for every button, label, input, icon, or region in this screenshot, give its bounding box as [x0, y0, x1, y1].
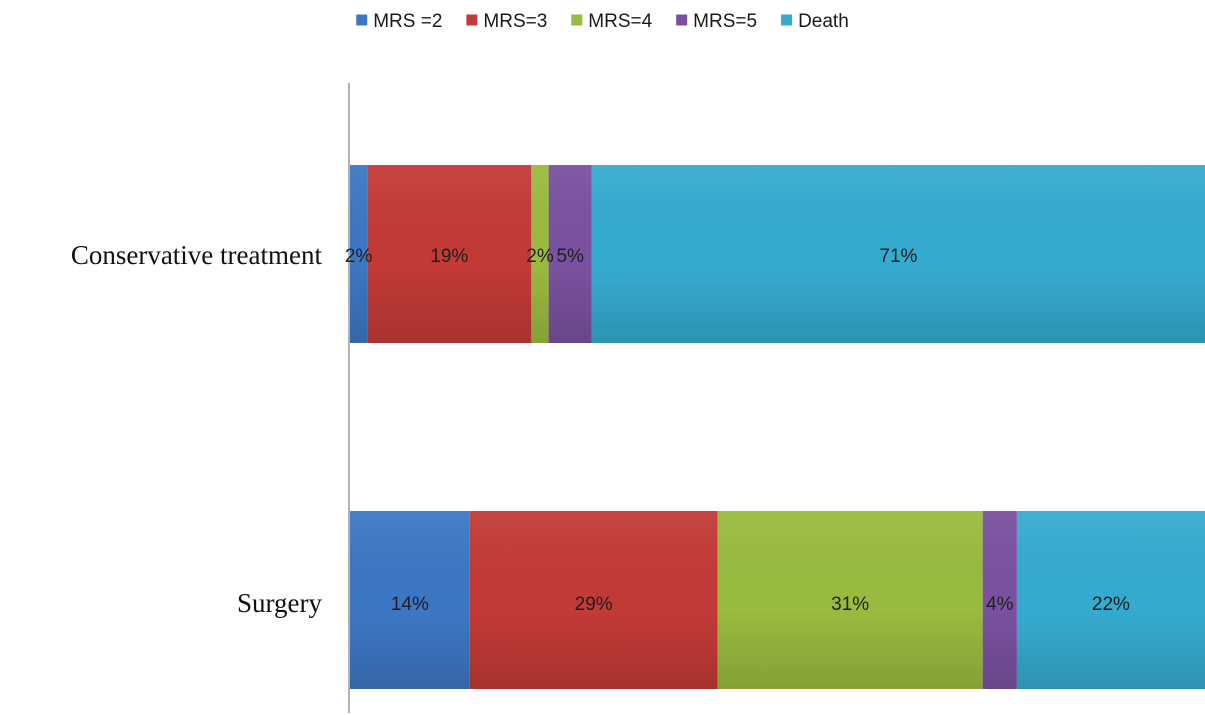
bar-surgery-mrs-5-shading [982, 511, 1017, 689]
category-labels: Conservative treatment Surgery [71, 240, 323, 618]
bar-surgery-death-shading [1016, 511, 1205, 689]
chart-legend: MRS =2 MRS=3 MRS=4 MRS=5 Death [356, 11, 849, 32]
data-label-surgery-mrs-4: 31% [831, 594, 869, 615]
legend-item-death: Death [781, 11, 849, 32]
data-label-conservative-treatment-death: 71% [879, 246, 917, 267]
legend-swatch-mrs-5 [676, 14, 688, 26]
legend-swatch-mrs-2 [356, 14, 368, 26]
bar-conservative-treatment-mrs-5-shading [548, 165, 592, 343]
legend-label-mrs-5: MRS=5 [693, 11, 757, 32]
bar-surgery-mrs-4-shading [717, 511, 983, 689]
data-labels: 2% 19% 2% 5% 71%14% 29% 31% 4% 22% [345, 246, 1130, 615]
legend-label-death: Death [798, 11, 849, 32]
bar-conservative-treatment-mrs-2-shading [350, 165, 368, 343]
legend-label-mrs-2: MRS =2 [373, 11, 442, 32]
category-label-surgery: Surgery [237, 588, 322, 618]
legend-swatch-mrs-4 [571, 14, 583, 26]
data-label-surgery-death: 22% [1092, 594, 1130, 615]
bar-surgery-mrs-3-shading [469, 511, 718, 689]
legend-label-mrs-3: MRS=3 [483, 11, 547, 32]
legend-item-mrs-5: MRS=5 [676, 11, 757, 32]
data-label-conservative-treatment-mrs-2: 2% [345, 246, 373, 267]
legend-swatch-mrs-3 [466, 14, 478, 26]
legend-label-mrs-4: MRS=4 [588, 11, 652, 32]
data-label-conservative-treatment-mrs-4: 2% [526, 246, 554, 267]
data-label-surgery-mrs-3: 29% [575, 594, 613, 615]
category-label-conservative-treatment: Conservative treatment [71, 240, 323, 270]
bar-segments [350, 165, 1205, 689]
legend-item-mrs-3: MRS=3 [466, 11, 547, 32]
legend-item-mrs-2: MRS =2 [356, 11, 442, 32]
data-label-surgery-mrs-2: 14% [391, 594, 429, 615]
data-label-surgery-mrs-5: 4% [986, 594, 1014, 615]
bar-conservative-treatment-mrs-4-shading [531, 165, 549, 343]
legend-item-mrs-4: MRS=4 [571, 11, 653, 32]
bar-surgery-mrs-2-shading [350, 511, 470, 689]
data-label-conservative-treatment-mrs-5: 5% [556, 246, 584, 267]
bar-conservative-treatment-death-shading [591, 165, 1205, 343]
legend-swatch-death [781, 14, 793, 26]
data-label-conservative-treatment-mrs-3: 19% [430, 246, 468, 267]
bar-conservative-treatment-mrs-3-shading [367, 165, 532, 343]
